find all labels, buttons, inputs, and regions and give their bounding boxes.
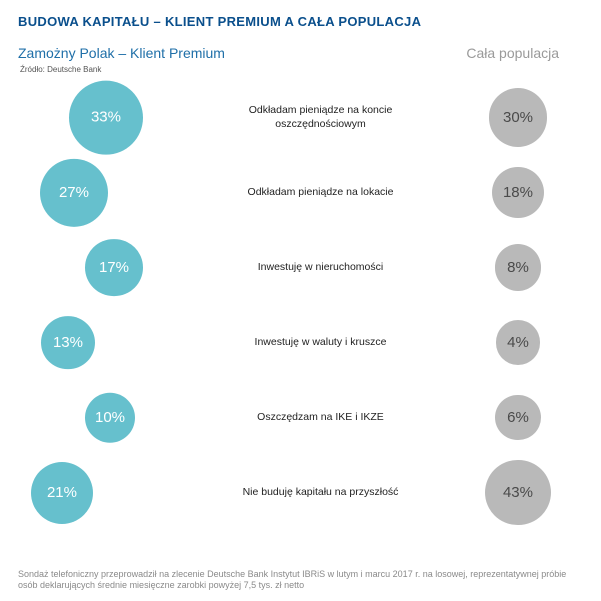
population-bubble: 30%	[489, 88, 548, 147]
population-value: 6%	[507, 409, 529, 426]
row-label: Inwestuję w waluty i kruszce	[188, 336, 453, 349]
premium-value: 13%	[53, 334, 83, 351]
premium-bubble: 21%	[31, 461, 93, 523]
population-value: 43%	[503, 484, 533, 501]
population-zone: 8%	[453, 230, 583, 305]
premium-bubble: 33%	[69, 80, 144, 155]
row-label: Odkładam pieniądze na lokacie	[188, 186, 453, 199]
premium-zone: 33%	[18, 80, 188, 155]
population-value: 4%	[507, 334, 529, 351]
population-bubble: 18%	[492, 167, 544, 219]
footnote-text: Sondaż telefoniczny przeprowadził na zle…	[18, 569, 583, 592]
row-label: Oszczędzam na IKE i IKZE	[188, 411, 453, 424]
row-label-line1: Odkładam pieniądze na koncie	[194, 104, 447, 117]
data-row: 13% Inwestuję w waluty i kruszce 4%	[18, 305, 583, 380]
row-label-line1: Oszczędzam na IKE i IKZE	[194, 411, 447, 424]
row-label: Odkładam pieniądze na koncieoszczędności…	[188, 104, 453, 130]
population-bubble: 8%	[495, 244, 541, 290]
premium-bubble: 13%	[41, 316, 95, 370]
data-row: 21% Nie buduję kapitału na przyszłość 43%	[18, 455, 583, 530]
population-value: 8%	[507, 259, 529, 276]
row-label-line2: oszczędnościowym	[194, 118, 447, 131]
population-value: 30%	[503, 109, 533, 126]
row-label-line1: Inwestuję w nieruchomości	[194, 261, 447, 274]
premium-zone: 10%	[18, 380, 188, 455]
premium-value: 10%	[95, 409, 125, 426]
row-label-line1: Odkładam pieniądze na lokacie	[194, 186, 447, 199]
population-zone: 6%	[453, 380, 583, 455]
population-value: 18%	[503, 184, 533, 201]
population-zone: 4%	[453, 305, 583, 380]
data-row: 10% Oszczędzam na IKE i IKZE 6%	[18, 380, 583, 455]
premium-bubble: 10%	[85, 392, 136, 443]
column-headers: Zamożny Polak – Klient Premium Cała popu…	[18, 45, 583, 61]
left-column-header: Zamożny Polak – Klient Premium	[18, 45, 225, 61]
premium-zone: 13%	[18, 305, 188, 380]
population-zone: 18%	[453, 155, 583, 230]
row-label: Inwestuję w nieruchomości	[188, 261, 453, 274]
premium-value: 33%	[91, 109, 121, 126]
premium-zone: 27%	[18, 155, 188, 230]
row-label-line1: Inwestuję w waluty i kruszce	[194, 336, 447, 349]
population-bubble: 6%	[495, 395, 540, 440]
premium-value: 27%	[59, 184, 89, 201]
source-label: Źródło: Deutsche Bank	[18, 65, 583, 74]
premium-zone: 17%	[18, 230, 188, 305]
data-row: 33% Odkładam pieniądze na koncieoszczędno…	[18, 80, 583, 155]
premium-value: 17%	[99, 259, 129, 276]
population-zone: 30%	[453, 80, 583, 155]
right-column-header: Cała populacja	[466, 45, 583, 61]
data-row: 17% Inwestuję w nieruchomości 8%	[18, 230, 583, 305]
premium-bubble: 17%	[85, 239, 143, 297]
population-bubble: 43%	[485, 460, 551, 526]
premium-bubble: 27%	[40, 158, 108, 226]
premium-zone: 21%	[18, 455, 188, 530]
premium-value: 21%	[47, 484, 77, 501]
infographic-container: BUDOWA KAPITAŁU – KLIENT PREMIUM A CAŁA …	[0, 0, 601, 540]
row-label-line1: Nie buduję kapitału na przyszłość	[194, 486, 447, 499]
data-rows: 33% Odkładam pieniądze na koncieoszczędno…	[18, 80, 583, 530]
data-row: 27% Odkładam pieniądze na lokacie 18%	[18, 155, 583, 230]
page-title: BUDOWA KAPITAŁU – KLIENT PREMIUM A CAŁA …	[18, 14, 583, 29]
row-label: Nie buduję kapitału na przyszłość	[188, 486, 453, 499]
population-zone: 43%	[453, 455, 583, 530]
population-bubble: 4%	[496, 320, 540, 364]
